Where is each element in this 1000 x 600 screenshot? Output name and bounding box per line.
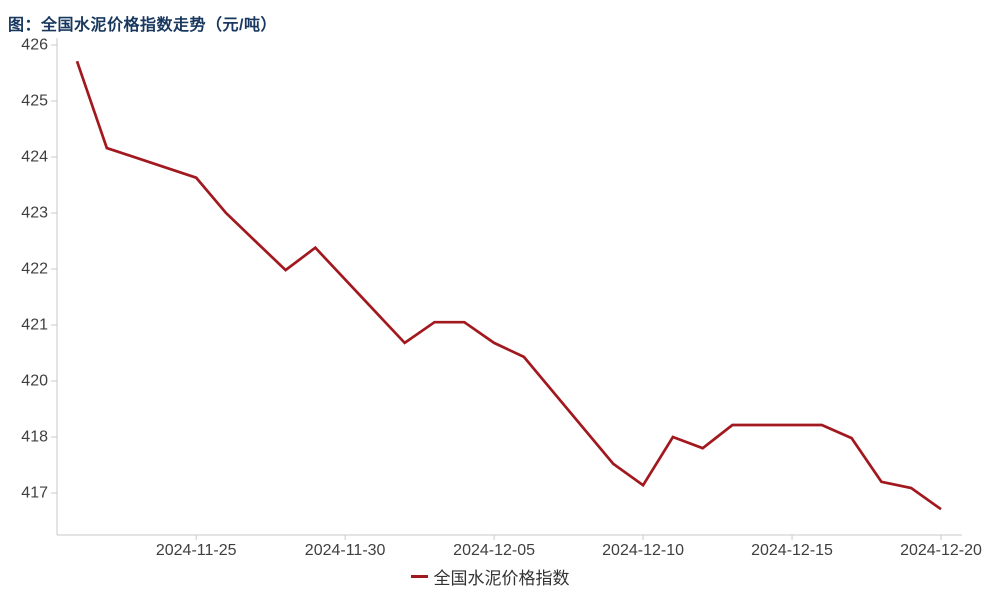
y-axis-tick-label: 418	[21, 429, 48, 446]
x-axis-tick-label: 2024-12-10	[602, 542, 684, 559]
x-axis-tick-label: 2024-11-30	[305, 542, 386, 559]
y-axis-tick-label: 425	[21, 93, 48, 110]
legend-label: 全国水泥价格指数	[433, 568, 570, 588]
y-axis-tick-label: 417	[21, 485, 48, 502]
chart-title: 图：全国水泥价格指数走势（元/吨）	[8, 17, 277, 34]
x-axis-tick-label: 2024-12-05	[453, 542, 535, 559]
x-axis-tick-label: 2024-11-25	[156, 542, 237, 559]
y-axis-tick-label: 423	[21, 205, 48, 222]
y-axis-tick-label: 421	[21, 317, 48, 334]
y-axis-tick-label: 422	[21, 261, 48, 278]
legend-line-marker	[410, 574, 428, 578]
legend[interactable]: 全国水泥价格指数	[0, 564, 980, 588]
x-axis-tick-label: 2024-12-20	[900, 542, 982, 559]
y-axis-tick-label: 424	[21, 149, 48, 166]
x-axis-tick-label: 2024-12-15	[751, 542, 833, 559]
y-axis-tick-label: 420	[21, 373, 48, 390]
y-axis-tick-label: 426	[21, 37, 48, 54]
price-index-series-line	[75, 60, 942, 511]
